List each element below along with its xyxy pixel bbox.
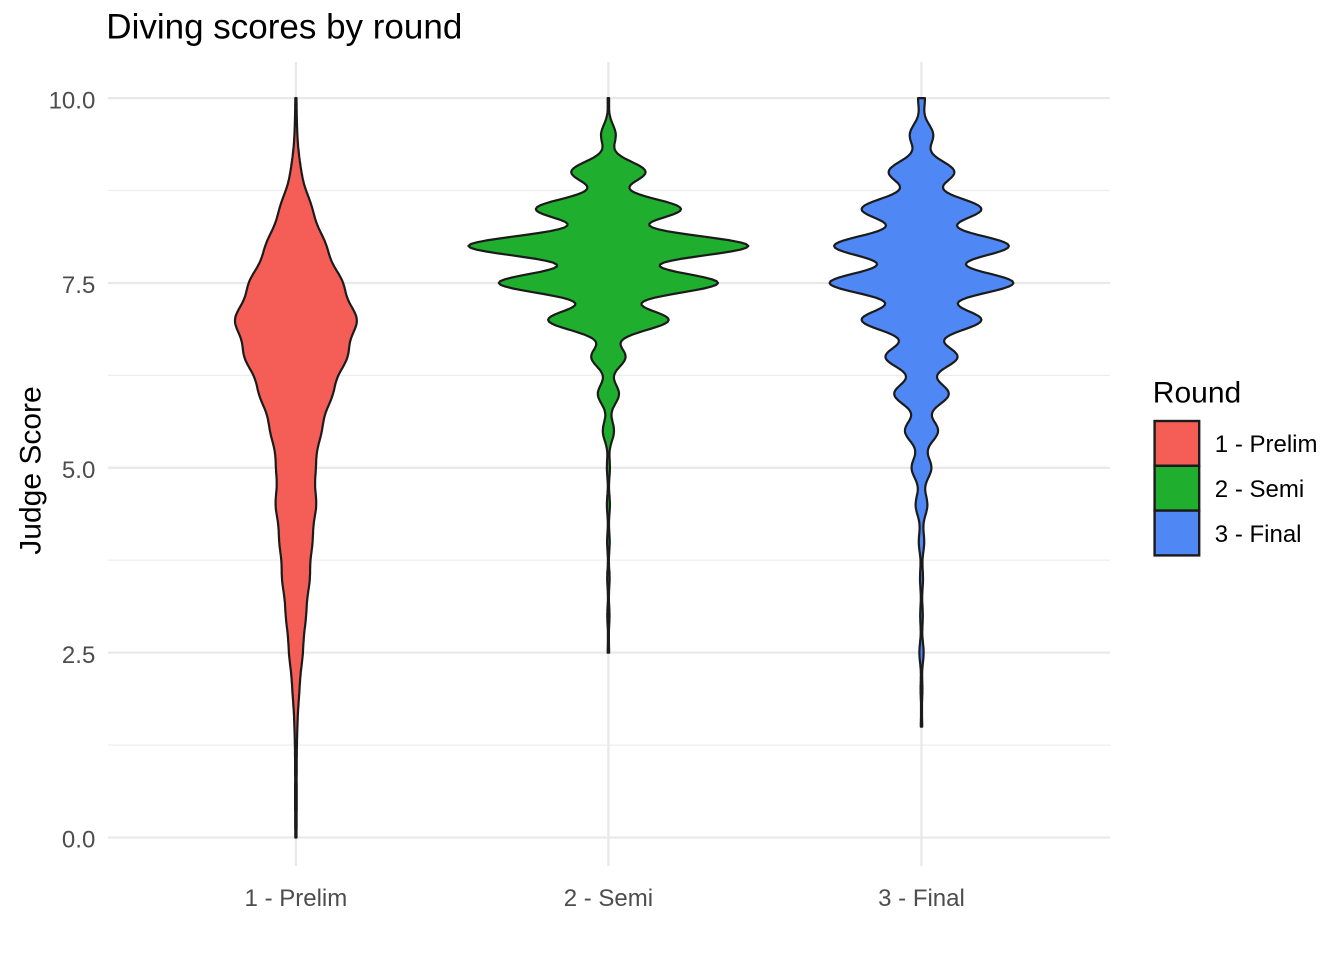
svg-text:1 - Prelim: 1 - Prelim: [245, 885, 348, 912]
svg-text:3 - Final: 3 - Final: [878, 885, 965, 912]
svg-text:2 - Semi: 2 - Semi: [1215, 476, 1304, 503]
svg-text:1 - Prelim: 1 - Prelim: [1215, 431, 1318, 458]
svg-text:Round: Round: [1153, 377, 1241, 410]
svg-text:10.0: 10.0: [49, 87, 96, 114]
svg-text:2.5: 2.5: [62, 642, 95, 669]
svg-text:7.5: 7.5: [62, 272, 95, 299]
svg-text:Diving scores by round: Diving scores by round: [106, 8, 462, 47]
svg-text:2 - Semi: 2 - Semi: [564, 885, 653, 912]
svg-text:3 - Final: 3 - Final: [1215, 521, 1302, 548]
svg-text:0.0: 0.0: [62, 827, 95, 854]
svg-text:5.0: 5.0: [62, 457, 95, 484]
svg-text:Judge Score: Judge Score: [15, 386, 48, 554]
